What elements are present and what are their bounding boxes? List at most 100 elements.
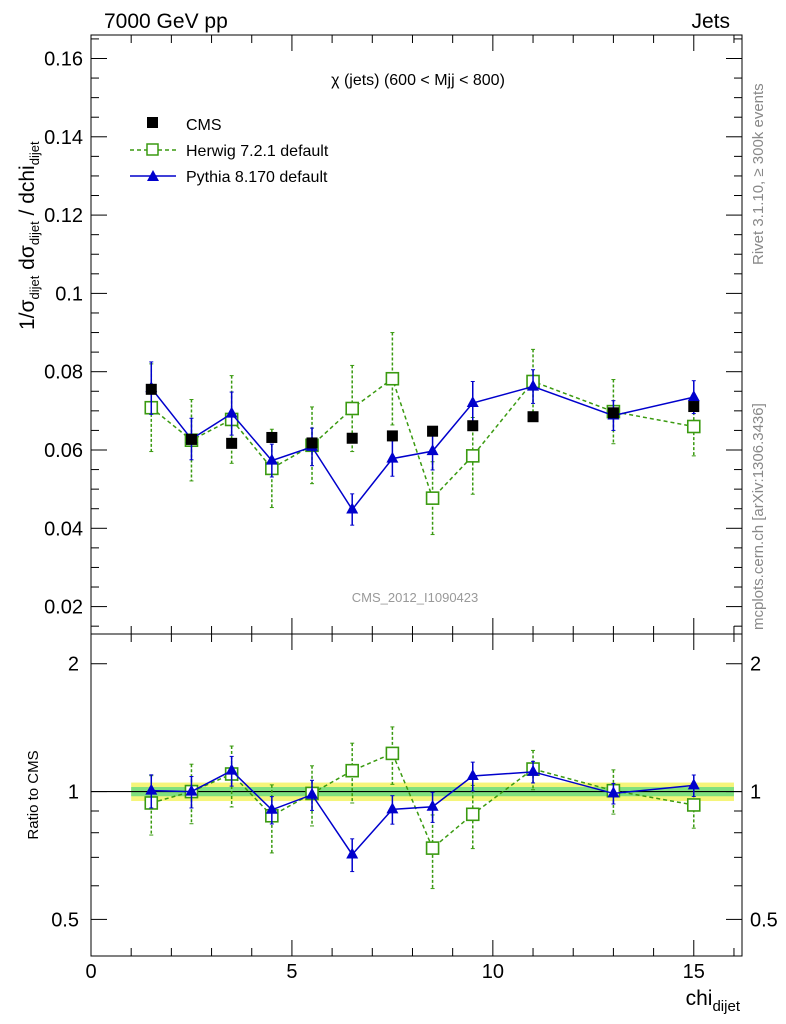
x-tick-label: 5 [286,961,297,983]
x-tick-label: 15 [683,961,705,983]
pythia-point [687,390,700,402]
ylabel-part-c: / dchi [16,165,39,221]
ratio-herwig-point [385,746,400,761]
pythia-point [527,379,540,391]
cms-point [346,432,358,444]
ratio-pythia-point [265,802,278,814]
pythia-point [386,451,399,463]
main-ytick-label: 0.16 [44,48,83,70]
cms-point [185,433,197,445]
cms-point [427,425,439,437]
main-ytick-label: 0.12 [44,205,83,227]
main-series-layer [144,332,701,536]
ratio-ytick-label-right: 1 [750,782,761,804]
pythia-point [225,406,238,418]
legend-entry-herwig: Herwig 7.2.1 default [130,143,329,160]
legend: CMS Herwig 7.2.1 default Pythia 8.170 de… [130,117,329,186]
ratio-ytick-label-right: 0.5 [750,909,778,931]
x-tick-label: 10 [482,961,504,983]
header-right: Jets [691,10,730,33]
main-panel: CMS_2012_I1090423 χ (jets) (600 < Mjj < … [16,34,743,635]
ratio-ytick-label: 2 [68,654,79,676]
ylabel-sub-a: dijet [27,275,42,299]
cms-point [467,420,479,432]
legend-marker-herwig [146,143,159,156]
ratio-ytick-label: 1 [68,782,79,804]
ratio-ytick-label: 0.5 [51,909,79,931]
xlabel-sub: dijet [712,998,740,1015]
ratio-pythia-point [346,847,359,859]
ylabel-sub-c: dijet [27,141,42,165]
main-ytick-label: 0.02 [44,597,83,619]
xlabel-main: chi [686,987,713,1010]
ratio-pythia-point [225,763,238,775]
main-ytick-label: 0.1 [55,283,83,305]
herwig-point [345,401,360,416]
watermark: CMS_2012_I1090423 [352,590,479,605]
x-axis-label: chidijet [686,987,741,1015]
ratio-pythia-point [687,778,700,790]
pythia-series [145,361,700,526]
ratio-herwig-point [345,763,360,778]
herwig-line [150,377,694,500]
main-grid-ticks [90,35,742,634]
ratio-panel: 0.5 0.5 1 1 2 2 0 5 10 15 Ratio to CMS chidijet [25,633,778,1015]
legend-label-pythia: Pythia 8.170 default [186,169,328,186]
x-tick-labels: 0 5 10 15 [85,961,704,983]
header-left: 7000 GeV pp [104,10,228,33]
cms-point [527,411,539,423]
ratio-pythia-point [306,787,319,799]
pythia-line [150,385,694,511]
legend-entry-pythia: Pythia 8.170 default [130,169,328,186]
legend-label-cms: CMS [186,117,222,134]
ratio-pythia-point [386,802,399,814]
ratio-frame [90,633,743,957]
cms-series [145,383,700,449]
herwig-point [425,491,440,505]
main-ytick-label: 0.08 [44,362,83,384]
cms-point [226,437,238,449]
main-ytick-label: 0.04 [44,518,83,540]
ylabel-part-b: dσ [16,245,39,276]
ratio-pythia-point [466,769,479,781]
cms-point [145,383,157,395]
ratio-herwig-point [465,807,480,822]
main-ytick-label: 0.14 [44,127,83,149]
ratio-series-layer [144,726,701,890]
ratio-pythia-line [151,769,694,856]
herwig-point [686,419,701,434]
rivet-label: Rivet 3.1.10, ≥ 300k events [750,83,767,265]
ratio-ytick-labels: 0.5 0.5 1 1 2 2 [51,654,778,932]
ylabel-part-a: 1/σ [16,299,39,330]
ratio-pythia-point [185,784,198,796]
ratio-herwig-point [686,798,701,812]
ratio-pythia-point [527,764,540,776]
cms-point [266,431,278,443]
ratio-herwig-point [425,841,440,855]
ratio-y-axis-label: Ratio to CMS [25,750,42,839]
pythia-point [426,444,439,456]
legend-label-herwig: Herwig 7.2.1 default [186,143,329,160]
pythia-point [265,453,278,465]
ylabel-sub-b: dijet [27,221,42,245]
herwig-series [144,332,701,536]
ratio-pythia-point [145,783,158,795]
main-title: χ (jets) (600 < Mjj < 800) [331,72,505,89]
pythia-point [346,502,359,514]
main-ytick-labels: 0.02 0.04 0.06 0.08 0.1 0.12 0.14 0.16 [44,48,83,618]
ratio-ytick-label-right: 2 [750,654,761,676]
main-y-axis-label: 1/σdijet dσdijet / dchidijet [16,141,42,330]
cms-point [386,430,398,442]
cms-point [688,401,700,413]
cms-point [306,437,318,449]
pythia-point [466,396,479,408]
legend-entry-cms: CMS [147,117,222,134]
herwig-point [385,371,400,386]
cms-point [607,407,619,419]
side-labels: Rivet 3.1.10, ≥ 300k events mcplots.cern… [750,83,767,630]
legend-marker-pythia [147,170,159,181]
ratio-grid-ticks [90,634,742,956]
ratio-pythia-point [607,786,620,798]
legend-marker-cms [147,117,158,128]
